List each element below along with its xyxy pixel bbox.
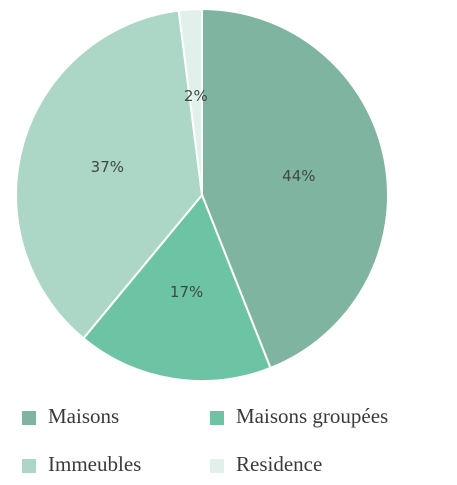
data-label: 37% <box>91 158 124 176</box>
legend-label: Immeubles <box>48 452 141 476</box>
pie-slice <box>177 7 203 196</box>
legend-swatch <box>210 411 224 425</box>
data-label: 17% <box>170 283 203 301</box>
legend-swatch <box>210 459 224 473</box>
pie-slice <box>82 193 272 382</box>
legend-label: Maisons <box>48 404 119 428</box>
pie-slice <box>201 7 389 370</box>
data-label: 2% <box>184 87 208 105</box>
pie-slice <box>15 9 204 340</box>
legend-swatch <box>22 411 36 425</box>
legend-label: Residence <box>236 452 322 476</box>
data-label: 44% <box>282 167 315 185</box>
legend-label: Maisons groupées <box>236 404 388 428</box>
legend-swatch <box>22 459 36 473</box>
